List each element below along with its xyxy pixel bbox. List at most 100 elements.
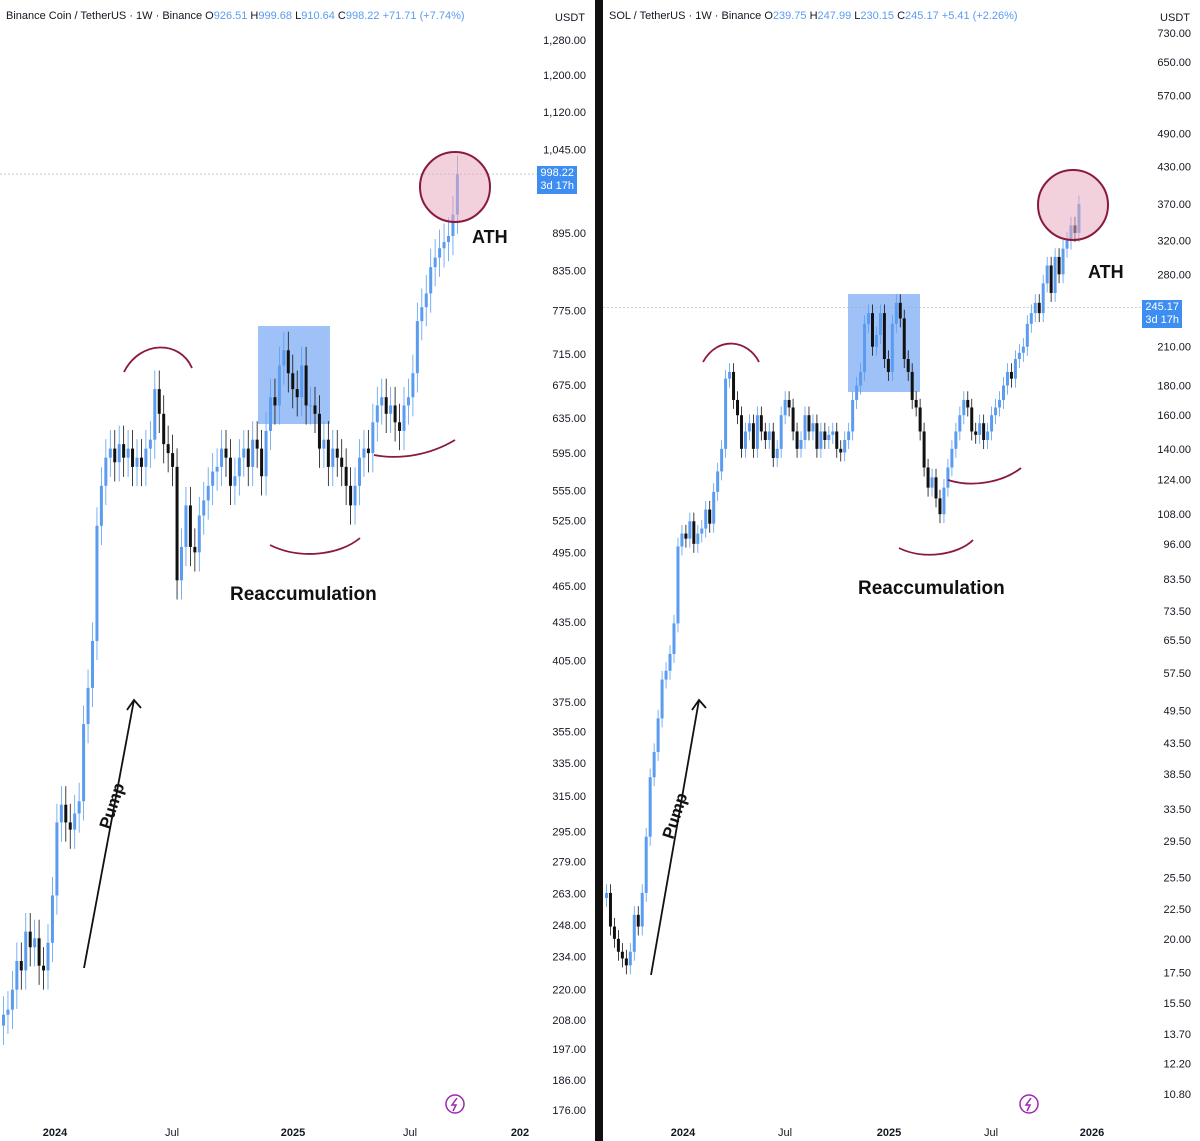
sol-chart-panel[interactable]: SOL / TetherUS · 1W · Binance O239.75 H2…: [601, 0, 1200, 1141]
open-value: 926.51: [213, 10, 248, 22]
candle-body: [406, 397, 410, 406]
candle-body: [10, 989, 14, 1010]
y-axis-tick: 335.00: [552, 758, 586, 770]
candle-body: [787, 399, 791, 408]
currency-label[interactable]: USDT: [1160, 12, 1190, 24]
y-axis-tick: 775.00: [552, 306, 586, 318]
candle-body: [171, 453, 175, 467]
candle-body: [795, 431, 799, 449]
candle-body: [934, 477, 938, 499]
panel-divider[interactable]: [597, 0, 601, 1141]
y-axis-tick: 320.00: [1157, 236, 1191, 248]
candle-body: [942, 487, 946, 515]
candle-body: [135, 457, 139, 467]
y-axis-tick: 495.00: [552, 547, 586, 559]
candle-body: [104, 457, 108, 486]
candle-body: [990, 415, 994, 432]
candle-body: [894, 302, 898, 324]
candle-body: [605, 892, 608, 899]
y-axis-tick: 715.00: [552, 349, 586, 361]
interval: 1W: [136, 10, 153, 22]
candle-body: [898, 302, 902, 319]
curved-arrow: [947, 467, 1022, 485]
change-value: +5.41 (+2.26%): [941, 10, 1018, 22]
candle-body: [922, 431, 926, 468]
candle-body: [1005, 371, 1009, 386]
low-value: 910.64: [301, 10, 335, 22]
candle-body: [411, 373, 415, 398]
candle-body: [59, 804, 63, 823]
ath-label: ATH: [472, 227, 508, 247]
candle-body: [950, 448, 954, 468]
y-axis-tick: 29.50: [1163, 836, 1191, 848]
candle-body: [720, 448, 724, 472]
candle-body: [747, 423, 751, 432]
candle-body: [644, 836, 648, 893]
y-axis-tick: 315.00: [552, 791, 586, 803]
candle-body: [910, 371, 914, 400]
lightning-icon-glyph: [450, 1097, 458, 1112]
candle-body: [237, 457, 241, 477]
candle-body: [353, 485, 357, 506]
candle-body: [402, 405, 406, 431]
y-axis-tick: 83.50: [1163, 574, 1191, 586]
candle-body: [251, 439, 255, 467]
bnb-legend: Binance Coin / TetherUS · 1W · Binance O…: [6, 10, 465, 22]
y-axis-tick: 108.00: [1157, 509, 1191, 521]
candle-body: [728, 371, 732, 379]
candle-body: [823, 431, 827, 441]
candle-body: [863, 323, 867, 372]
candle-body: [767, 431, 771, 441]
candle-body: [716, 471, 720, 492]
candle-body: [73, 813, 77, 830]
candle-body: [153, 389, 157, 440]
exchange: Binance: [721, 10, 762, 22]
y-axis-tick: 835.00: [552, 265, 586, 277]
candle-body: [708, 509, 712, 524]
candle-body: [273, 397, 277, 406]
y-axis-tick: 140.00: [1157, 444, 1191, 456]
candle-body: [668, 653, 672, 671]
candle-body: [664, 670, 668, 680]
y-axis-tick: 43.50: [1163, 738, 1191, 750]
candle-body: [228, 457, 232, 486]
candle-body: [982, 423, 986, 441]
candle-body: [660, 679, 664, 719]
y-axis-tick: 248.00: [552, 920, 586, 932]
y-axis-tick: 595.00: [552, 448, 586, 460]
y-axis-tick: 49.50: [1163, 706, 1191, 718]
candle-body: [117, 444, 121, 463]
candle-body: [304, 365, 308, 406]
pump-arrow-head: [126, 698, 142, 711]
candle-body: [636, 914, 640, 927]
pump-arrow: [83, 699, 135, 969]
candle-body: [68, 822, 72, 830]
candle-body: [779, 415, 783, 449]
ath-label: ATH: [1088, 262, 1124, 282]
y-axis-tick: 430.00: [1157, 161, 1191, 173]
lightning-icon: [1019, 1094, 1039, 1114]
candle-body: [1021, 346, 1025, 353]
currency-label[interactable]: USDT: [555, 12, 585, 24]
candle-body: [946, 467, 950, 488]
candle-body: [211, 471, 215, 486]
candle-body: [874, 335, 878, 347]
candle-body: [42, 965, 46, 971]
candle-body: [277, 365, 281, 406]
y-axis-tick: 33.50: [1163, 804, 1191, 816]
candle-body: [86, 687, 90, 725]
candle-body: [317, 413, 321, 449]
candle-body: [724, 378, 728, 449]
candle-body: [193, 546, 197, 553]
candle-body: [620, 951, 624, 959]
candle-body: [783, 399, 787, 416]
candle-body: [827, 434, 831, 441]
candle-body: [656, 718, 660, 753]
candle-body: [859, 371, 863, 386]
candle-body: [628, 951, 632, 966]
bnb-chart-panel[interactable]: Binance Coin / TetherUS · 1W · Binance O…: [0, 0, 597, 1141]
symbol: SOL / TetherUS: [609, 10, 686, 22]
candle-body: [108, 448, 112, 458]
pump-arrow-head: [691, 698, 707, 711]
candle-body: [1053, 256, 1057, 293]
